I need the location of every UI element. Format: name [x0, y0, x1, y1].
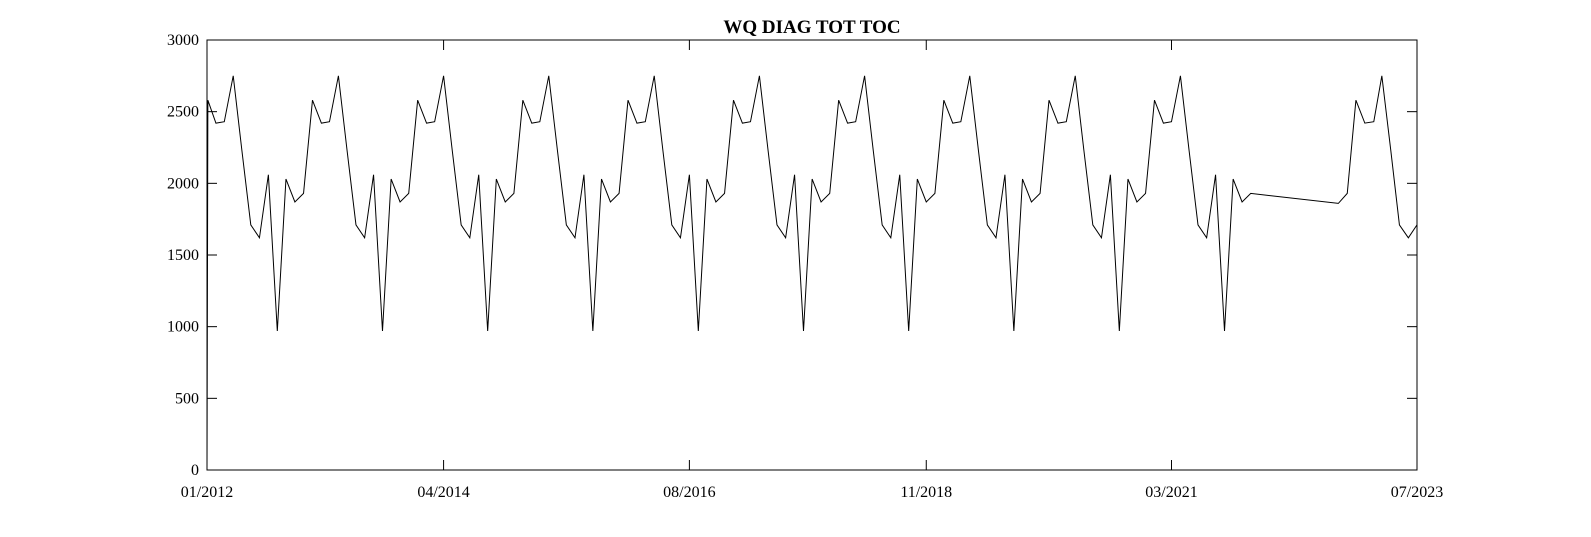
- series-line-0: [206, 75, 1418, 471]
- plot-area-frame: [206, 39, 1418, 471]
- axis-ticks: [206, 39, 1418, 471]
- y-tick-label: 2500: [167, 104, 199, 121]
- x-tick-label: 08/2016: [663, 484, 715, 501]
- y-tick-label: 1500: [167, 247, 199, 264]
- y-tick-label: 500: [175, 390, 199, 407]
- series-layer: [206, 75, 1418, 471]
- chart-title: WQ DIAG TOT TOC: [723, 17, 900, 38]
- y-tick-label: 1000: [167, 319, 199, 336]
- x-tick-label: 01/2012: [181, 484, 233, 501]
- x-tick-label: 07/2023: [1391, 484, 1443, 501]
- y-tick-label: 0: [191, 462, 199, 479]
- y-tick-label: 2000: [167, 175, 199, 192]
- x-tick-label: 11/2018: [900, 484, 952, 501]
- y-tick-label: 3000: [167, 32, 199, 49]
- axis-tick-labels: 0 500 1000 1500 2000 2500 3000 01/2012 04/2014 08…: [167, 32, 1443, 501]
- x-tick-label: 03/2021: [1145, 484, 1197, 501]
- x-tick-label: 04/2014: [417, 484, 469, 501]
